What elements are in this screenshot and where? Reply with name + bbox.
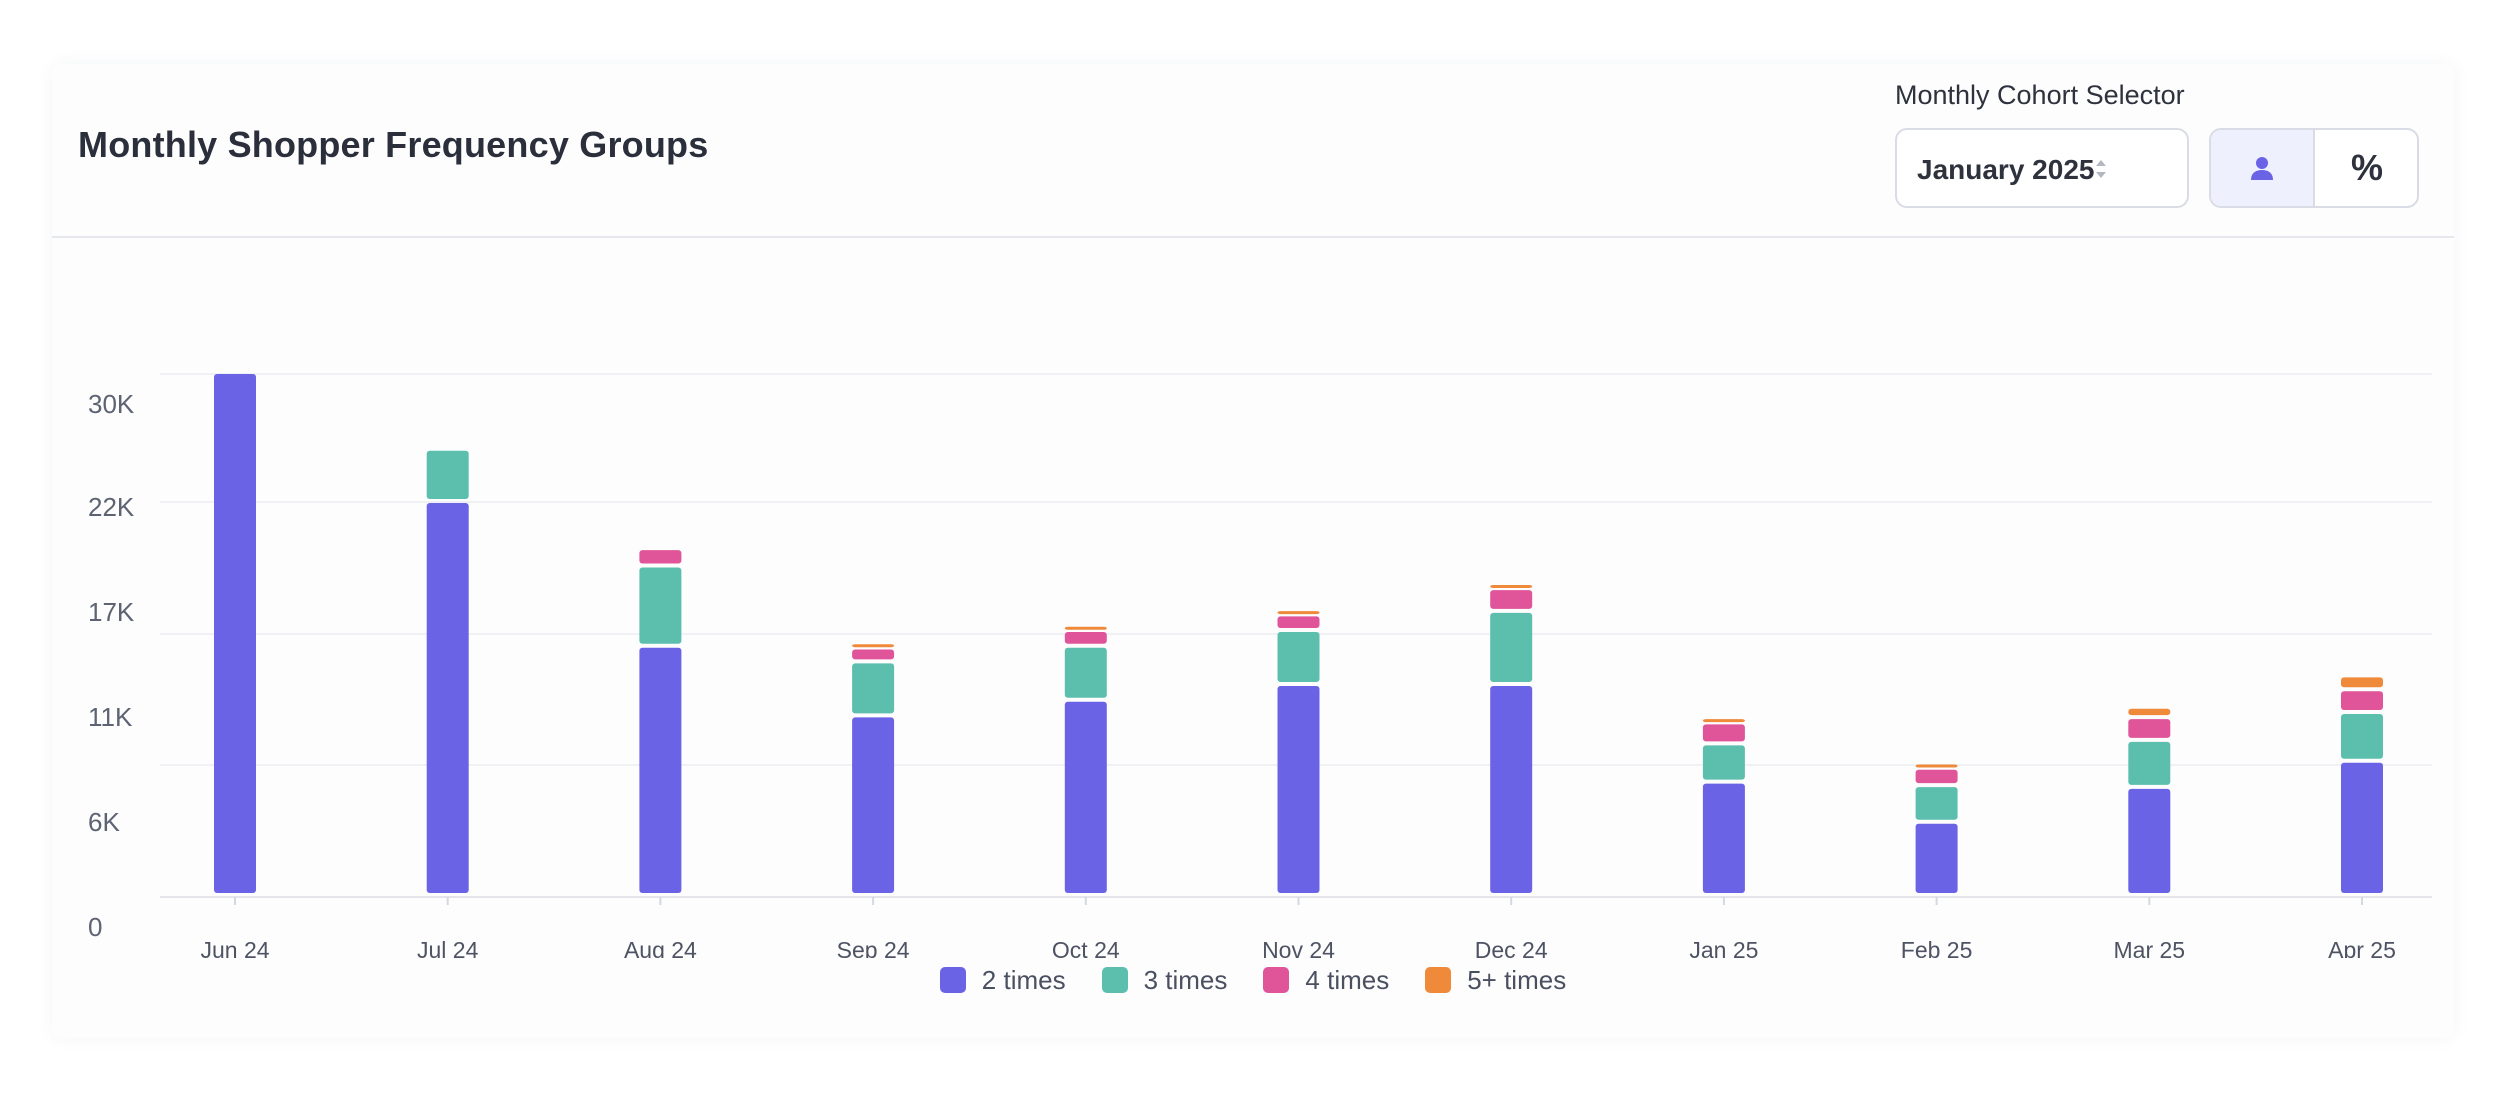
y-tick-label: 17K [88,597,135,627]
bar-segment-3-times[interactable] [639,567,682,644]
y-tick-label: 6K [88,807,120,837]
stacked-bar-chart: 0 6K 11K 17K 22K 30K Jun 24 Jul 24 Aug 24 Sep 24… [88,373,2432,958]
bar-segment-3-times[interactable] [852,663,895,714]
y-tick-label: 0 [88,912,102,942]
x-tick-label: Sep 24 [837,937,910,958]
bar-segment-5plus-times[interactable] [1915,764,1958,768]
bar-segment-2-times[interactable] [852,717,895,893]
bar-segment-3-times[interactable] [2128,741,2171,785]
x-tick-label: Jan 25 [1689,937,1758,958]
x-tick-label: Aug 24 [624,937,697,958]
bar-stack [1915,764,1958,893]
bar-segment-4-times[interactable] [2341,691,2383,710]
count-view-button[interactable] [2211,130,2315,206]
bar-segment-4-times[interactable] [1915,769,1958,784]
legend-swatch [1425,967,1452,993]
bar-segment-2-times[interactable] [426,503,469,893]
y-tick-label: 30K [88,389,135,419]
chart-card: Monthly Shopper Frequency Groups Monthly… [52,64,2454,1038]
x-tick-label: Mar 25 [2114,937,2186,958]
bar-segment-5plus-times[interactable] [1277,611,1320,615]
legend-label: 4 times [1305,964,1390,995]
legend-item[interactable]: 4 times [1263,965,1389,996]
bar-stack [1490,584,1533,893]
card-header: Monthly Shopper Frequency Groups Monthly… [52,64,2454,238]
bar-segment-3-times[interactable] [2341,713,2383,759]
person-icon [2251,157,2273,180]
x-tick-label: Apr 25 [2328,937,2396,958]
legend-item[interactable]: 3 times [1101,964,1228,996]
x-tick-label: Nov 24 [1262,937,1335,958]
page-title: Monthly Shopper Frequency Groups [78,124,709,165]
bar-segment-5plus-times[interactable] [1702,719,1745,723]
bar-segment-5plus-times[interactable] [2341,677,2383,688]
x-tick-label: Jun 24 [200,937,269,958]
bar-stack [639,550,682,893]
bar-stack [1702,719,1745,893]
bar-stack [1064,626,1107,893]
bar-segment-2-times[interactable] [1064,701,1107,893]
x-tick-label: Oct 24 [1052,937,1120,958]
bar-segment-4-times[interactable] [639,550,682,564]
x-tick-label: Jul 24 [417,937,479,958]
bar-stack [426,450,469,893]
y-axis-ticks: 0 6K 11K 17K 22K 30K [88,389,135,942]
bar-stack [1277,611,1320,893]
bar-segment-4-times[interactable] [852,649,895,660]
bar-segment-2-times[interactable] [1702,783,1745,893]
bar-segment-5plus-times[interactable] [852,644,895,648]
percent-view-button[interactable]: % [2350,147,2383,188]
bar-stack [214,374,256,893]
legend-item[interactable]: 5+ times [1425,965,1566,996]
x-tick-label: Dec 24 [1475,937,1548,958]
bar-segment-2-times[interactable] [1277,686,1320,893]
bar-segment-5plus-times[interactable] [1490,584,1533,588]
legend-swatch [939,967,966,993]
bar-segment-4-times[interactable] [2128,719,2171,738]
bar-segment-3-times[interactable] [426,450,469,500]
bar-segment-2-times[interactable] [214,374,256,893]
legend-swatch [1101,967,1128,993]
bar-segment-4-times[interactable] [1490,590,1533,609]
legend-swatch [1263,967,1290,993]
bar-segment-4-times[interactable] [1064,632,1107,644]
bar-stack [2341,677,2383,893]
y-tick-label: 22K [88,492,135,522]
bar-segment-2-times[interactable] [2128,788,2171,893]
bar-segment-2-times[interactable] [1915,823,1958,893]
cohort-select[interactable]: January 2025 [1895,128,2189,208]
bar-segment-3-times[interactable] [1064,647,1107,698]
bar-segment-2-times[interactable] [2341,762,2383,893]
sort-arrows-icon [2096,160,2106,178]
cohort-selector-label: Monthly Cohort Selector [1895,80,2185,110]
legend-label: 2 times [981,964,1066,995]
view-toggle: % [2209,128,2419,208]
bar-segment-3-times[interactable] [1702,745,1745,780]
bar-segment-4-times[interactable] [1702,724,1745,742]
x-tick-label: Feb 25 [1901,937,1973,958]
bar-segment-4-times[interactable] [1277,616,1320,629]
bar-segment-5plus-times[interactable] [1064,626,1107,630]
bar-stack [852,644,895,893]
x-axis-ticks: Jun 24 Jul 24 Aug 24 Sep 24 Oct 24 Nov 24 Dec … [200,897,2396,958]
legend-label: 5+ times [1467,964,1567,995]
bar-segment-3-times[interactable] [1277,632,1320,683]
y-tick-label: 11K [88,702,133,732]
bar-segment-2-times[interactable] [1490,686,1533,893]
bar-segment-3-times[interactable] [1915,787,1958,820]
bar-segment-3-times[interactable] [1490,612,1533,683]
legend-item[interactable]: 2 times [939,964,1066,996]
bars [214,374,2383,893]
cohort-select-value: January 2025 [1917,154,2095,185]
chart-legend: 2 times 3 times 4 times 5+ times [52,960,2454,1000]
bar-segment-5plus-times[interactable] [2128,708,2171,716]
legend-label: 3 times [1143,964,1228,995]
bar-stack [2128,708,2171,893]
bar-segment-2-times[interactable] [639,647,682,893]
